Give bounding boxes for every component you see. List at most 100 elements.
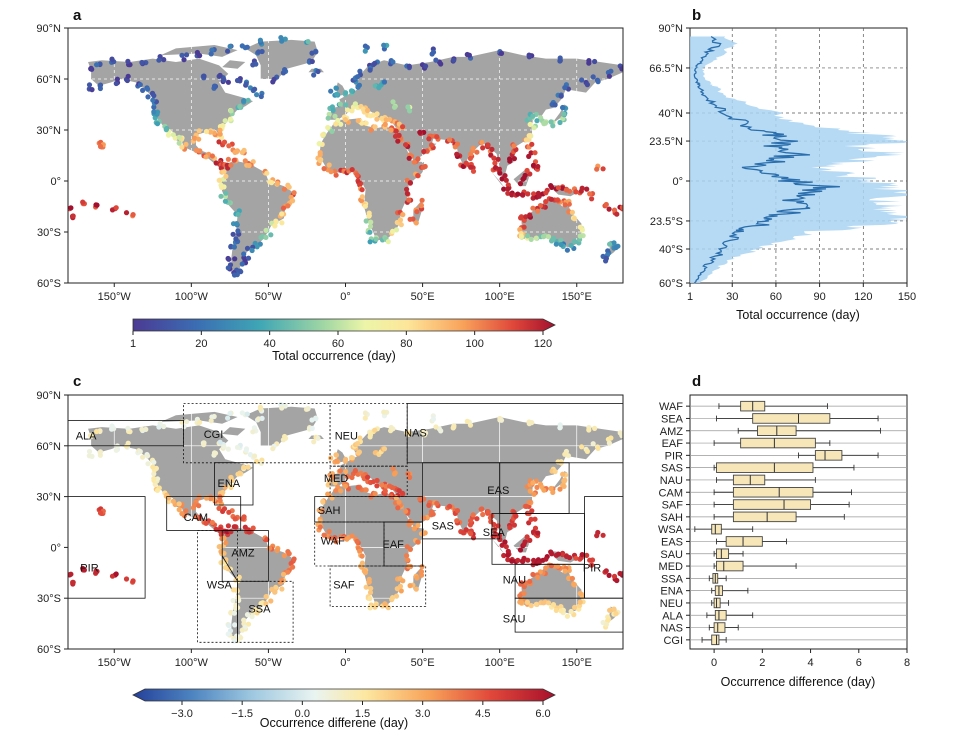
region-label: MED [324, 473, 349, 485]
coastal-point [216, 177, 222, 183]
coastal-point [407, 180, 413, 186]
coastal-point [237, 470, 243, 476]
coastal-point [527, 488, 533, 494]
x-tick-label: 8 [904, 657, 910, 669]
colorbar-c-bar [132, 688, 556, 702]
coastal-point [600, 532, 606, 538]
coastal-point [518, 215, 524, 221]
box [725, 536, 763, 547]
coastal-point [564, 247, 571, 253]
colorbar-tick-label: 120 [534, 338, 552, 350]
coastal-point [611, 606, 617, 612]
coastal-point [70, 213, 76, 219]
coastal-point [393, 593, 400, 599]
coastal-point [223, 540, 229, 546]
coastal-point [155, 476, 161, 482]
coastal-point [208, 51, 214, 57]
region-label: SAF [333, 580, 355, 592]
coastal-point [584, 82, 591, 88]
coastal-point [332, 535, 338, 541]
coastal-point [263, 601, 269, 607]
coastal-point [228, 162, 234, 168]
coastal-point [244, 411, 250, 417]
coastal-point [286, 551, 292, 557]
coastal-point [217, 72, 223, 78]
coastal-point [526, 133, 532, 139]
coastal-point [404, 186, 410, 192]
coastal-point [584, 186, 590, 192]
coastal-point [196, 128, 202, 134]
coastal-point [480, 145, 486, 151]
coastal-point [357, 182, 363, 188]
coastal-point [114, 76, 120, 82]
latitudinal-range-band [690, 36, 907, 283]
coastal-point [603, 255, 610, 261]
coastal-point [130, 578, 136, 584]
coastal-point [497, 536, 503, 543]
coastal-point [505, 552, 511, 558]
coastal-point [509, 558, 515, 564]
coastal-point [419, 564, 425, 570]
coastal-point [522, 539, 528, 545]
coastal-point [507, 158, 513, 164]
panel-d-boxplots [694, 400, 881, 646]
coastal-point [548, 485, 554, 492]
coastal-point [337, 101, 343, 107]
coastal-point [470, 168, 477, 174]
coastal-point [524, 599, 531, 605]
coastal-point [218, 182, 224, 188]
coastal-point [522, 172, 528, 178]
coastal-point [418, 569, 424, 575]
coastal-point [342, 483, 348, 489]
coastal-point [562, 85, 568, 91]
coastal-point [417, 496, 423, 502]
coastal-point [179, 52, 185, 58]
x-tick-label: 100°E [485, 291, 515, 303]
coastal-point [521, 590, 527, 597]
x-tick-label: 50°W [255, 657, 283, 669]
coastal-point [550, 123, 556, 129]
coastal-point [421, 148, 427, 155]
coastal-point [343, 468, 349, 475]
coastal-point [94, 428, 100, 435]
latitudinal-mean-line [693, 35, 840, 284]
x-tick-label: 150 [898, 291, 916, 303]
coastal-point [97, 510, 104, 516]
coastal-point [558, 608, 564, 614]
coastal-point [313, 49, 319, 55]
coastal-point [419, 197, 425, 203]
y-tick-label: 30°S [37, 227, 61, 239]
coastal-point [447, 137, 453, 143]
coastal-point [326, 111, 332, 117]
coastal-point [520, 558, 526, 565]
coastal-point [333, 121, 339, 127]
coastal-point [463, 160, 469, 166]
coastal-point [467, 155, 473, 161]
coastal-point [154, 487, 161, 493]
coastal-point [68, 205, 74, 211]
region-label: SAH [318, 505, 341, 517]
coastal-point [270, 79, 276, 85]
coastal-point [230, 231, 236, 237]
coastal-point [600, 166, 606, 172]
coastal-point [181, 57, 187, 63]
coastal-point [611, 573, 618, 580]
coastal-point [606, 440, 613, 446]
coastal-point [239, 43, 245, 49]
coastal-point [320, 132, 326, 138]
coastal-point [125, 440, 131, 446]
coastal-point [70, 579, 76, 585]
region-label: NAS [404, 427, 427, 439]
coastal-point [224, 162, 230, 168]
coastal-point [291, 190, 297, 196]
category-label: AMZ [660, 426, 684, 438]
coastal-point [530, 571, 536, 578]
coastal-point [468, 531, 474, 537]
coastal-point [420, 164, 426, 170]
coastal-point [428, 509, 435, 515]
coastal-point [231, 638, 238, 644]
coastal-point [492, 526, 498, 533]
x-tick-label: 150°E [562, 291, 592, 303]
coastal-point [501, 186, 507, 192]
coastal-point [113, 571, 119, 577]
